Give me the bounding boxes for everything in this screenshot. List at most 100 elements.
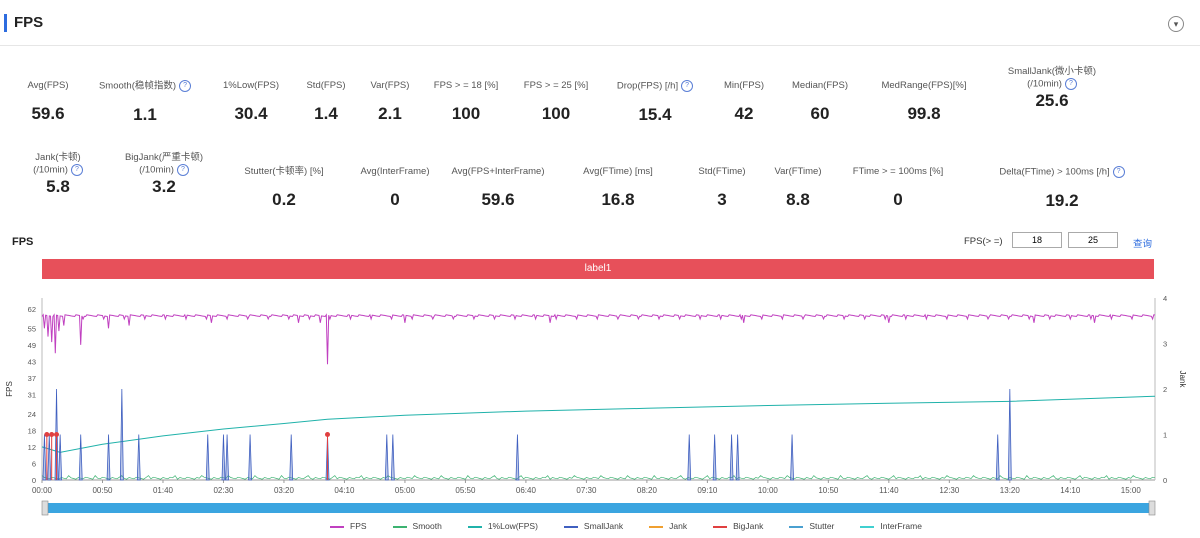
time-range-slider-track xyxy=(42,503,1155,513)
stat-label: Avg(FPS) xyxy=(27,80,69,91)
legend-label: InterFrame xyxy=(880,521,922,531)
legend-swatch xyxy=(392,525,407,528)
query-button[interactable]: 查询 xyxy=(1133,239,1153,250)
legend-item-5[interactable]: BigJank xyxy=(713,521,763,531)
threshold-input-1[interactable] xyxy=(1012,232,1062,248)
small-jank-spike xyxy=(390,434,395,481)
small-jank-spike xyxy=(729,434,734,481)
stat-row2-8: FTime > = 100ms [%] 0 xyxy=(828,166,968,210)
y-right-tick-label: 0 xyxy=(1163,476,1167,485)
stat-label: Median(FPS) xyxy=(792,80,848,91)
slider-handle-right[interactable] xyxy=(1148,500,1156,516)
stat-label: SmallJank(微小卡顿) xyxy=(1007,66,1097,77)
stat-value: 15.4 xyxy=(638,104,672,124)
slider-handle-left[interactable] xyxy=(41,500,49,516)
chart-title: FPS xyxy=(12,236,34,248)
legend-item-3[interactable]: SmallJank xyxy=(563,521,623,531)
stat-row1-9: Median(FPS) 60 xyxy=(750,80,890,124)
stat-label: Avg(FPS+InterFrame) xyxy=(451,166,545,177)
stat-row1-6: FPS > = 25 [%] 100 xyxy=(486,80,626,124)
panel-title: FPS xyxy=(14,14,44,31)
stat-row1-0: Avg(FPS) 59.6 xyxy=(0,80,118,124)
y-right-tick-label: 1 xyxy=(1163,431,1167,440)
legend-item-1[interactable]: Smooth xyxy=(392,521,442,531)
stat-label: Std(FTime) xyxy=(698,166,746,177)
help-icon[interactable]: ? xyxy=(179,80,192,92)
stat-row2-6: Std(FTime) 3 xyxy=(652,166,792,210)
small-jank-spike xyxy=(289,434,294,481)
y-left-tick-label: 18 xyxy=(28,426,36,435)
stat-row2-5: Avg(FTime) [ms] 16.8 xyxy=(548,166,688,210)
legend-label: FPS xyxy=(350,521,367,531)
stat-row2-1: BigJank(严重卡顿) (/10min)? 3.2 xyxy=(94,152,234,197)
chart-legend: FPS Smooth 1%Low(FPS) SmallJank Jank BigJank S… xyxy=(330,521,948,531)
one-percent-low-line xyxy=(41,395,1156,453)
x-tick-label: 03:20 xyxy=(274,486,295,495)
y-right-axis-label: Jank xyxy=(1178,371,1187,389)
stat-row1-7: Drop(FPS) [/h]? 15.4 xyxy=(585,80,725,125)
small-jank-spike xyxy=(687,434,692,481)
stat-value: 59.6 xyxy=(31,104,65,123)
legend-item-2[interactable]: 1%Low(FPS) xyxy=(467,521,538,531)
stat-value: 0.2 xyxy=(272,190,296,209)
stat-value: 3.2 xyxy=(152,176,176,196)
legend-item-6[interactable]: Stutter xyxy=(789,521,834,531)
stat-row2-3: Avg(InterFrame) 0 xyxy=(325,166,465,210)
stat-label-unit: (/10min) xyxy=(139,164,174,176)
stat-value: 100 xyxy=(451,104,481,123)
small-jank-spike xyxy=(78,434,83,481)
stat-row1-3: Std(FPS) 1.4 xyxy=(256,80,396,124)
y-right-tick-label: 4 xyxy=(1163,294,1167,303)
stat-row1-2: 1%Low(FPS) 30.4 xyxy=(181,80,321,124)
small-jank-spike xyxy=(221,434,226,481)
small-jank-spike xyxy=(995,434,1000,481)
x-tick-label: 10:50 xyxy=(818,486,839,495)
stat-label: BigJank(严重卡顿) xyxy=(124,152,204,163)
legend-item-7[interactable]: InterFrame xyxy=(860,521,922,531)
legend-item-4[interactable]: Jank xyxy=(649,521,687,531)
stat-row2-4: Avg(FPS+InterFrame) 59.6 xyxy=(428,166,568,210)
help-icon[interactable]: ? xyxy=(1112,166,1125,178)
stat-label: Delta(FTime) > 100ms [/h] xyxy=(999,166,1110,178)
help-icon[interactable]: ? xyxy=(681,80,694,92)
y-left-tick-label: 24 xyxy=(28,410,36,419)
smooth-series-line xyxy=(41,475,1156,480)
x-tick-label: 05:00 xyxy=(395,486,416,495)
help-icon[interactable]: ? xyxy=(70,164,83,176)
stat-value: 59.6 xyxy=(481,190,515,209)
chevron-down-icon[interactable]: ▾ xyxy=(1168,16,1184,32)
stat-label: 1%Low(FPS) xyxy=(223,80,279,91)
fps-series-line xyxy=(41,313,1156,365)
stat-label: Min(FPS) xyxy=(723,80,765,91)
stat-label: Var(FTime) xyxy=(774,166,822,177)
threshold-label: FPS(> =) xyxy=(964,236,1003,247)
x-tick-label: 10:00 xyxy=(758,486,779,495)
stat-label: Stutter(卡顿率) [%] xyxy=(244,166,324,177)
x-tick-label: 14:10 xyxy=(1060,486,1081,495)
x-tick-label: 01:40 xyxy=(153,486,174,495)
legend-item-0[interactable]: FPS xyxy=(330,521,367,531)
stat-label: Var(FPS) xyxy=(370,80,410,91)
x-tick-label: 13:20 xyxy=(1000,486,1021,495)
legend-label: BigJank xyxy=(733,521,764,531)
stat-row2-0: Jank(卡顿) (/10min)? 5.8 xyxy=(0,152,128,197)
help-icon[interactable]: ? xyxy=(176,164,189,176)
small-jank-spike xyxy=(42,434,47,481)
legend-label: Smooth xyxy=(412,521,442,531)
legend-swatch xyxy=(789,525,804,528)
stat-value: 60 xyxy=(810,104,830,123)
x-tick-label: 04:10 xyxy=(334,486,355,495)
label-bar[interactable]: label1 xyxy=(42,259,1154,279)
stat-label: FPS > = 25 [%] xyxy=(523,80,589,91)
y-left-axis-label: FPS xyxy=(5,381,14,397)
legend-label: Stutter xyxy=(809,521,835,531)
stat-label: Drop(FPS) [/h] xyxy=(616,80,679,92)
y-right-tick-label: 3 xyxy=(1163,340,1167,349)
stat-label: MedRange(FPS)[%] xyxy=(881,80,967,91)
small-jank-spike xyxy=(106,434,111,481)
help-icon[interactable]: ? xyxy=(1064,78,1077,90)
stat-value: 3 xyxy=(717,190,727,209)
x-tick-label: 06:40 xyxy=(516,486,537,495)
threshold-input-2[interactable] xyxy=(1068,232,1118,248)
stat-label: FPS > = 18 [%] xyxy=(433,80,499,91)
